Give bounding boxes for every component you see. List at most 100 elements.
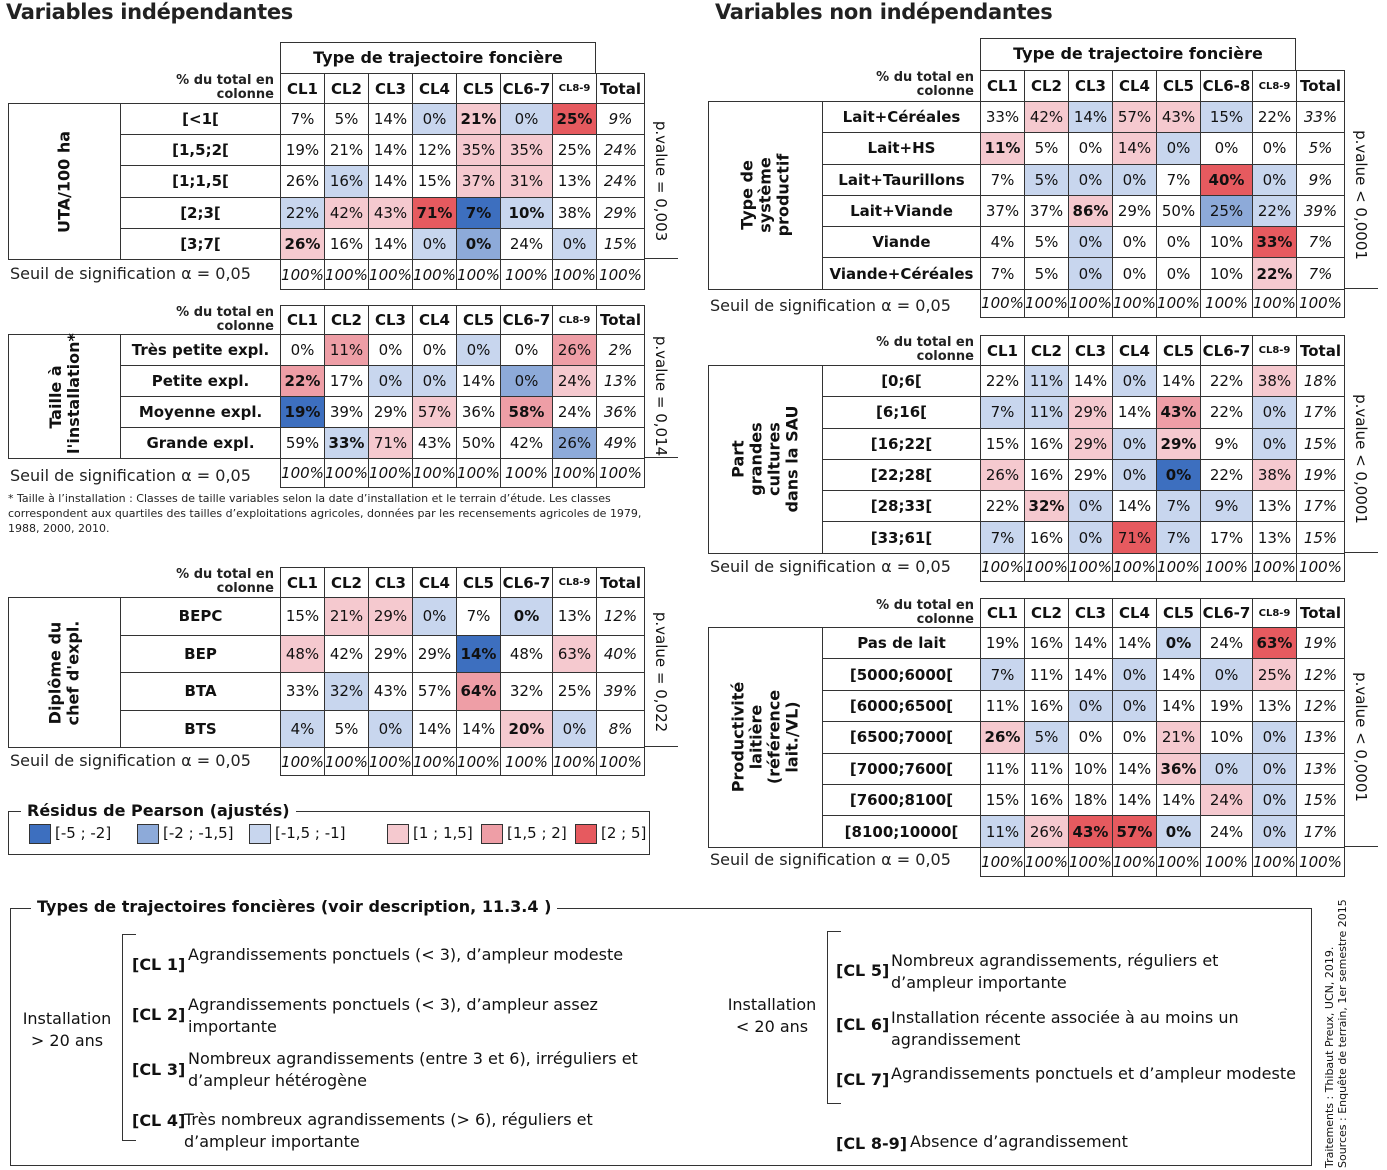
total-cell: 100%	[552, 458, 597, 488]
pct-line-1: % du total en	[176, 567, 274, 582]
p-value: p.value < 0,0001	[1344, 627, 1378, 847]
table-cell: 0%	[1252, 427, 1297, 460]
total-cell: 100%	[1068, 846, 1113, 877]
column-header: CL8-9	[1252, 598, 1297, 628]
column-header: CL6-7	[500, 305, 553, 335]
total-cell: 100%	[1024, 552, 1069, 582]
totals-row: 100% 100% 100% 100% 100% 100% 100% 100%	[280, 747, 645, 776]
table-cell: 18%	[1068, 783, 1113, 817]
pct-line-1: % du total en	[176, 73, 274, 88]
type-description: Nombreux agrandissements (entre 3 et 6),…	[188, 1049, 638, 1090]
table-cell: 39%	[596, 672, 645, 711]
type-description: Absence d’agrandissement	[910, 1132, 1128, 1151]
type-description: Très nombreux agrandissements (> 6), rég…	[184, 1110, 593, 1151]
table-row: [6000;6500[11% 16% 0% 0% 14% 19% 13% 12%	[822, 689, 1345, 723]
column-header: CL1	[980, 598, 1025, 628]
table-row: [5000;6000[7% 11% 14% 0% 14% 0% 25% 12%	[822, 658, 1345, 691]
totals-row: 100% 100% 100% 100% 100% 100% 100% 100%	[280, 458, 645, 488]
column-header: CL2	[324, 73, 369, 104]
table-cell: 39%	[324, 396, 369, 428]
table-cell: 29%	[368, 634, 413, 673]
table-row: [8100;10000[11% 26% 43% 57% 0% 24% 0% 17%	[822, 815, 1345, 848]
table-cell: 33%	[1252, 226, 1297, 259]
table-cell: 11%	[980, 689, 1025, 723]
table-cell: 22%	[280, 365, 325, 397]
total-cell: 100%	[1068, 552, 1113, 582]
pct-colonne-label: % du total en colonne	[850, 71, 974, 99]
column-header: CL3	[1068, 70, 1113, 102]
table-cell: 50%	[1156, 194, 1201, 228]
seuil-signification: Seuil de signification α = 0,05	[710, 557, 951, 576]
row-label: [8100;10000[	[822, 815, 981, 848]
column-header: Total	[1296, 598, 1345, 628]
table-cell: 22%	[1252, 100, 1297, 134]
table-cell: 0%	[1156, 226, 1201, 259]
p-value-bracket	[644, 258, 678, 259]
table-cell: 0%	[1200, 658, 1253, 691]
type-trajectoire-header: Type de trajectoire foncière	[980, 38, 1296, 70]
table-cell: 24%	[500, 227, 553, 260]
row-label: [22;28[	[822, 458, 981, 492]
table-cell: 15%	[1296, 427, 1345, 460]
total-cell: 100%	[1252, 552, 1297, 582]
legend-pearson: Résidus de Pearson (ajustés) [-5 ; -2] [-…	[8, 801, 650, 855]
table-cell: 29%	[368, 396, 413, 428]
total-cell: 100%	[280, 259, 325, 290]
table-cell: 48%	[500, 634, 553, 673]
table-cell: 0%	[1112, 163, 1157, 196]
column-header-row: CL1 CL2 CL3 CL4 CL5 CL6-7 CL8-9 Total	[280, 567, 645, 598]
total-cell: 100%	[456, 458, 501, 488]
table-cell: 9%	[1296, 163, 1345, 196]
table-cell: 7%	[1156, 521, 1201, 554]
table-cell: 7%	[980, 396, 1025, 429]
table-cell: 29%	[1068, 396, 1113, 429]
table-cell: 11%	[1024, 364, 1069, 398]
table-cell: 17%	[1296, 490, 1345, 523]
total-cell: 100%	[500, 259, 553, 290]
table-cell: 14%	[1156, 658, 1201, 691]
total-cell: 100%	[980, 846, 1025, 877]
p-value-text: p.value < 0,0001	[1352, 671, 1371, 802]
table-cell: 32%	[324, 672, 369, 711]
pct-colonne-label: % du total en colonne	[150, 306, 274, 334]
table-cell: 13%	[1296, 752, 1345, 785]
column-header-row: CL1 CL2 CL3 CL4 CL5 CL6-7 CL8-9 Total	[280, 73, 645, 104]
table-cell: 0%	[412, 102, 457, 136]
column-header-row: CL1 CL2 CL3 CL4 CL5 CL6-7 CL8-9 Total	[980, 598, 1345, 628]
total-cell: 100%	[500, 747, 553, 776]
total-cell: 100%	[324, 458, 369, 488]
column-header: CL8-9	[552, 73, 597, 104]
column-header: CL4	[1112, 70, 1157, 102]
table-cell: 14%	[456, 365, 501, 397]
table-cell: 0%	[1252, 132, 1297, 165]
table-row: [<1[7% 5% 14% 0% 21% 0% 25% 9%	[120, 102, 645, 136]
table-cell: 57%	[412, 672, 457, 711]
column-header: CL5	[456, 305, 501, 335]
table-cell: 15%	[1296, 783, 1345, 817]
table-cell: 25%	[1200, 194, 1253, 228]
group-label: UTA/100 ha	[54, 130, 74, 233]
table-row: [28;33[22% 32% 0% 14% 7% 9% 13% 17%	[822, 490, 1345, 523]
table-cell: 13%	[552, 165, 597, 198]
table-cell: 19%	[1296, 458, 1345, 492]
seuil-signification: Seuil de signification α = 0,05	[710, 296, 951, 315]
table-cell: 29%	[1156, 427, 1201, 460]
column-header: Total	[596, 73, 645, 104]
row-label: [6500;7000[	[822, 721, 981, 754]
table-cell: 35%	[500, 134, 553, 167]
table-row: [6;16[7% 11% 29% 14% 43% 22% 0% 17%	[822, 396, 1345, 429]
table-cell: 43%	[368, 196, 413, 229]
table-cell: 9%	[596, 102, 645, 136]
row-label: [28;33[	[822, 490, 981, 523]
table-cell: 0%	[1252, 396, 1297, 429]
table-cell: 21%	[456, 102, 501, 136]
legend-label: [-1,5 ; -1]	[275, 824, 346, 842]
total-cell: 100%	[1296, 846, 1345, 877]
totals-row: 100% 100% 100% 100% 100% 100% 100% 100%	[280, 259, 645, 290]
table-cell: 22%	[1200, 396, 1253, 429]
table-cell: 10%	[1200, 257, 1253, 290]
table-cell: 0%	[280, 334, 325, 366]
row-label: [3;7[	[120, 227, 281, 260]
legend-label: [-2 ; -1,5]	[163, 824, 234, 842]
p-value-bracket	[644, 746, 678, 747]
